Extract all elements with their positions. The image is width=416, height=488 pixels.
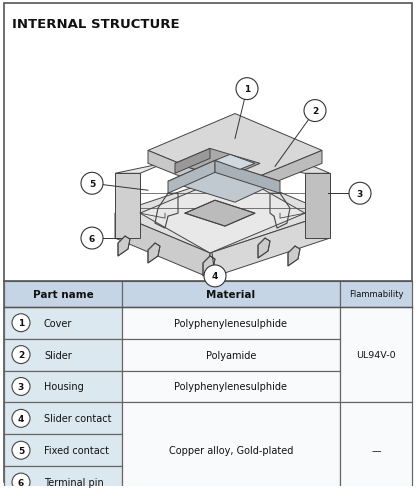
Bar: [4, 403, 122, 434]
Text: 3: 3: [18, 382, 24, 391]
Text: Fixed contact: Fixed contact: [44, 446, 109, 455]
Polygon shape: [175, 149, 210, 174]
Polygon shape: [115, 174, 330, 253]
Polygon shape: [115, 134, 235, 174]
Bar: [4, 434, 122, 466]
Circle shape: [81, 173, 103, 195]
Circle shape: [204, 265, 226, 287]
Circle shape: [12, 314, 30, 332]
Text: Slider contact: Slider contact: [44, 413, 111, 424]
Text: 1: 1: [18, 319, 24, 327]
Text: 6: 6: [89, 234, 95, 243]
Bar: [4, 466, 122, 488]
Polygon shape: [175, 149, 260, 179]
Polygon shape: [115, 174, 140, 239]
Circle shape: [349, 183, 371, 205]
Bar: [122, 281, 340, 307]
Bar: [340, 281, 412, 307]
Circle shape: [12, 473, 30, 488]
Text: 3: 3: [357, 189, 363, 198]
Text: Cover: Cover: [44, 318, 72, 328]
Polygon shape: [185, 201, 255, 226]
Circle shape: [12, 346, 30, 364]
Polygon shape: [115, 174, 140, 214]
Bar: [4, 307, 122, 339]
Circle shape: [12, 378, 30, 396]
Polygon shape: [118, 237, 130, 257]
Polygon shape: [148, 151, 235, 199]
Circle shape: [12, 441, 30, 459]
Text: Copper alloy, Gold-plated: Copper alloy, Gold-plated: [169, 446, 293, 455]
Bar: [122, 307, 340, 339]
Text: 5: 5: [18, 446, 24, 455]
Text: Part name: Part name: [32, 289, 93, 299]
Polygon shape: [305, 174, 330, 239]
Polygon shape: [168, 161, 215, 194]
Text: Terminal pin: Terminal pin: [44, 477, 104, 487]
Text: INTERNAL STRUCTURE: INTERNAL STRUCTURE: [12, 18, 180, 31]
Polygon shape: [210, 214, 330, 278]
Text: UL94V-0: UL94V-0: [356, 350, 396, 359]
Bar: [122, 339, 340, 371]
Text: Polyamide: Polyamide: [206, 350, 256, 360]
Polygon shape: [235, 151, 322, 199]
Circle shape: [304, 101, 326, 122]
Polygon shape: [148, 244, 160, 264]
Bar: [4, 281, 122, 307]
Text: 2: 2: [18, 350, 24, 359]
Text: Flammability: Flammability: [349, 290, 403, 299]
Polygon shape: [115, 214, 210, 278]
Polygon shape: [140, 174, 305, 253]
Text: —: —: [371, 446, 381, 455]
Circle shape: [81, 227, 103, 249]
Text: 2: 2: [312, 107, 318, 116]
Polygon shape: [148, 114, 322, 187]
Text: 4: 4: [18, 414, 24, 423]
Text: Housing: Housing: [44, 382, 84, 392]
Text: 5: 5: [89, 180, 95, 188]
Bar: [4, 371, 122, 403]
Text: Slider: Slider: [44, 350, 72, 360]
Circle shape: [12, 409, 30, 427]
Text: Polyphenylenesulphide: Polyphenylenesulphide: [174, 382, 287, 392]
Polygon shape: [215, 155, 255, 170]
Polygon shape: [203, 257, 215, 276]
Text: 1: 1: [244, 85, 250, 94]
Bar: [4, 339, 122, 371]
Polygon shape: [215, 161, 280, 194]
Bar: [122, 371, 340, 403]
Text: 6: 6: [18, 478, 24, 487]
Circle shape: [236, 79, 258, 101]
Polygon shape: [288, 246, 300, 266]
Polygon shape: [258, 239, 270, 259]
Polygon shape: [210, 134, 330, 174]
Text: Material: Material: [206, 289, 255, 299]
Bar: [340, 403, 412, 488]
Polygon shape: [305, 174, 330, 214]
Bar: [340, 307, 412, 403]
Text: 4: 4: [212, 272, 218, 281]
Bar: [122, 403, 340, 488]
Polygon shape: [168, 161, 280, 203]
Text: Polyphenylenesulphide: Polyphenylenesulphide: [174, 318, 287, 328]
